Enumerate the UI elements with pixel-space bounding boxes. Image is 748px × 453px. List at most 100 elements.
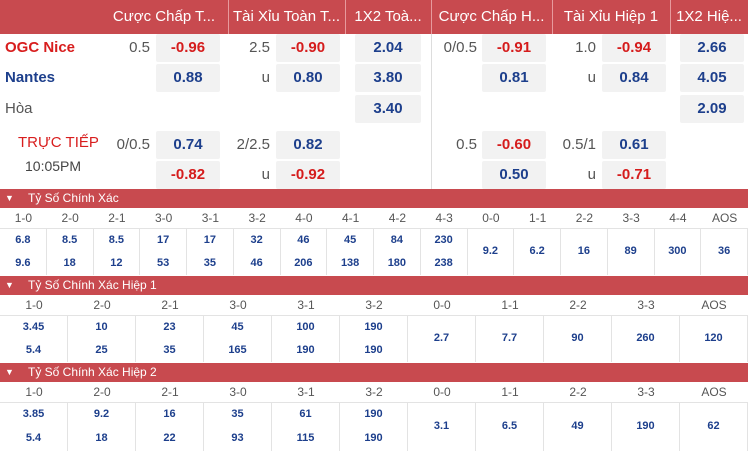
score-odds-cell[interactable]: 35 93 <box>204 403 272 451</box>
col-overunder-full[interactable]: Tài Xỉu Toàn T... <box>232 8 340 25</box>
score-odds-cell[interactable]: 3.1 <box>408 403 476 451</box>
score-label: AOS <box>711 211 738 225</box>
score-label: 2-1 <box>108 211 126 225</box>
live-over-odds[interactable]: 0.82 <box>276 131 340 159</box>
half-over-odds[interactable]: -0.94 <box>602 34 666 62</box>
score-odds-home: 230 <box>434 233 453 246</box>
live-half-handicap-line: 0.5 <box>456 136 477 153</box>
score-odds-home: 190 <box>364 320 383 333</box>
score-odds-cell[interactable]: 6.5 <box>476 403 544 451</box>
score-odds-cell[interactable]: 9.2 <box>468 229 515 275</box>
col-1x2-half[interactable]: 1X2 Hiệ... <box>676 8 742 25</box>
score-odds-value: 120 <box>704 332 723 344</box>
score-odds-cell[interactable]: 6.8 9.6 <box>0 229 47 275</box>
live-half-home-handicap-odds[interactable]: -0.60 <box>482 131 546 159</box>
score-odds-cell[interactable]: 46 206 <box>281 229 328 275</box>
score-odds-value: 6.2 <box>529 245 545 257</box>
half-away-handicap-odds[interactable]: 0.81 <box>482 64 546 92</box>
home-handicap-odds[interactable]: -0.96 <box>156 34 220 62</box>
score-odds-cell[interactable]: 89 <box>608 229 655 275</box>
away-1x2-odds[interactable]: 3.80 <box>355 64 421 92</box>
score-odds-away: 35 <box>163 343 176 356</box>
under-odds[interactable]: 0.80 <box>276 64 340 92</box>
half-draw-1x2-odds[interactable]: 2.09 <box>680 95 744 123</box>
section-header[interactable]: ▼ Tỷ Số Chính Xác <box>0 189 748 208</box>
draw-1x2-odds[interactable]: 3.40 <box>355 95 421 123</box>
over-odds[interactable]: -0.90 <box>276 34 340 62</box>
live-home-handicap-odds[interactable]: 0.74 <box>156 131 220 159</box>
col-1x2-full[interactable]: 1X2 Toà... <box>354 8 422 25</box>
score-odds-cell[interactable]: 62 <box>680 403 748 451</box>
score-odds-cell[interactable]: 10 25 <box>68 316 136 362</box>
half-over-line: 1.0 <box>575 39 596 56</box>
col-overunder-half[interactable]: Tài Xỉu Hiệp 1 <box>563 8 659 25</box>
score-odds-cell[interactable]: 8.5 18 <box>47 229 94 275</box>
half-under-odds[interactable]: 0.84 <box>602 64 666 92</box>
score-odds-cell[interactable]: 190 190 <box>340 316 408 362</box>
odds-header: Cược Chấp T... Tài Xỉu Toàn T... 1X2 Toà… <box>0 0 748 34</box>
score-odds-cell[interactable]: 120 <box>680 316 748 362</box>
score-odds-value: 62 <box>707 420 720 432</box>
score-label: 3-0 <box>154 211 173 225</box>
chevron-down-icon[interactable]: ▼ <box>5 280 14 290</box>
score-odds-cell[interactable]: 2.7 <box>408 316 476 362</box>
score-odds-cell[interactable]: 45 165 <box>204 316 272 362</box>
score-odds-cell[interactable]: 90 <box>544 316 612 362</box>
score-label: 1-1 <box>501 298 519 312</box>
col-handicap-full[interactable]: Cược Chấp T... <box>112 8 216 25</box>
score-odds-row: 6.8 9.6 8.5 18 8.5 12 17 53 17 35 32 46 46 206 45 138 84… <box>0 229 748 275</box>
score-odds-away: 35 <box>203 256 216 269</box>
score-odds-cell[interactable]: 17 35 <box>187 229 234 275</box>
score-label: 3-3 <box>637 298 655 312</box>
score-label: 4-3 <box>435 211 453 225</box>
live-half-away-handicap-odds[interactable]: 0.50 <box>482 161 546 189</box>
score-odds-cell[interactable]: 36 <box>701 229 748 275</box>
score-odds-cell[interactable]: 32 46 <box>234 229 281 275</box>
away-handicap-odds[interactable]: 0.88 <box>156 64 220 92</box>
score-odds-cell[interactable]: 3.85 5.4 <box>0 403 68 451</box>
score-odds-cell[interactable]: 100 190 <box>272 316 340 362</box>
score-label: 3-0 <box>229 385 247 399</box>
score-label: 2-0 <box>93 298 111 312</box>
score-odds-away: 238 <box>434 256 453 269</box>
score-odds-cell[interactable]: 45 138 <box>327 229 374 275</box>
score-odds-cell[interactable]: 190 <box>612 403 680 451</box>
section-header[interactable]: ▼ Tỷ Số Chính Xác Hiệp 1 <box>0 276 748 295</box>
half-away-1x2-odds[interactable]: 4.05 <box>680 64 744 92</box>
score-odds-cell[interactable]: 7.7 <box>476 316 544 362</box>
score-odds-cell[interactable]: 8.5 12 <box>94 229 141 275</box>
score-odds-cell[interactable]: 17 53 <box>140 229 187 275</box>
score-odds-cell[interactable]: 230 238 <box>421 229 468 275</box>
score-odds-away: 46 <box>250 256 263 269</box>
score-odds-cell[interactable]: 23 35 <box>136 316 204 362</box>
score-odds-cell[interactable]: 3.45 5.4 <box>0 316 68 362</box>
score-odds-cell[interactable]: 84 180 <box>374 229 421 275</box>
score-label: 3-2 <box>248 211 266 225</box>
score-odds-value: 260 <box>636 332 655 344</box>
chevron-down-icon[interactable]: ▼ <box>5 193 14 203</box>
score-odds-cell[interactable]: 190 190 <box>340 403 408 451</box>
score-label: 3-2 <box>365 385 383 399</box>
score-odds-cell[interactable]: 16 22 <box>136 403 204 451</box>
section-header[interactable]: ▼ Tỷ Số Chính Xác Hiệp 2 <box>0 363 748 382</box>
score-odds-cell[interactable]: 61 115 <box>272 403 340 451</box>
score-label: 0-0 <box>482 211 500 225</box>
live-half-under-odds[interactable]: -0.71 <box>602 161 666 189</box>
col-handicap-half[interactable]: Cược Chấp H... <box>438 8 545 25</box>
score-odds-cell[interactable]: 49 <box>544 403 612 451</box>
half-home-handicap-odds[interactable]: -0.91 <box>482 34 546 62</box>
score-label: 3-1 <box>297 385 315 399</box>
live-half-over-line: 0.5/1 <box>562 136 596 153</box>
score-odds-cell[interactable]: 260 <box>612 316 680 362</box>
score-odds-cell[interactable]: 9.2 18 <box>68 403 136 451</box>
live-half-over-odds[interactable]: 0.61 <box>602 131 666 159</box>
score-odds-cell[interactable]: 16 <box>561 229 608 275</box>
chevron-down-icon[interactable]: ▼ <box>5 367 14 377</box>
home-1x2-odds[interactable]: 2.04 <box>355 34 421 62</box>
score-odds-cell[interactable]: 300 <box>655 229 702 275</box>
score-odds-cell[interactable]: 6.2 <box>514 229 561 275</box>
live-away-handicap-odds[interactable]: -0.82 <box>156 161 220 189</box>
section-title: Tỷ Số Chính Xác Hiệp 2 <box>28 365 157 379</box>
live-under-odds[interactable]: -0.92 <box>276 161 340 189</box>
half-home-1x2-odds[interactable]: 2.66 <box>680 34 744 62</box>
